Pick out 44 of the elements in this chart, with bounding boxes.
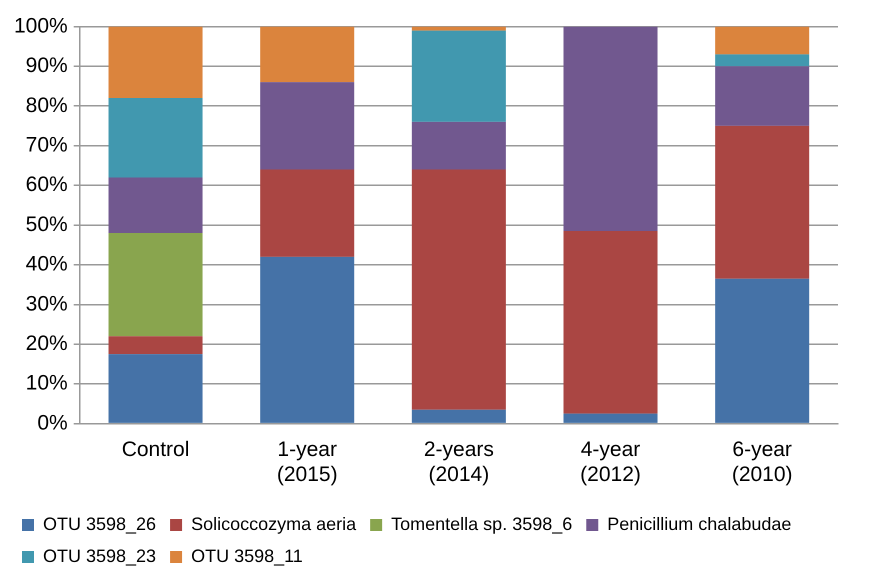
legend-label: Tomentella sp. 3598_6 — [391, 514, 572, 534]
bar — [108, 98, 203, 178]
legend-label: OTU 3598_11 — [191, 546, 303, 566]
bar — [108, 177, 203, 234]
legend-label: OTU 3598_23 — [43, 546, 156, 566]
bar — [108, 233, 203, 336]
bar — [715, 126, 810, 279]
bar — [412, 122, 506, 170]
y-tick-label: 0% — [37, 411, 68, 434]
x-tick-label: Control — [122, 438, 190, 461]
bar — [715, 54, 810, 66]
bar — [260, 256, 354, 423]
y-tick-label: 10% — [26, 372, 68, 395]
legend-label: OTU 3598_26 — [43, 514, 156, 534]
y-tick-label: 40% — [26, 252, 68, 276]
legend-label: Penicillium chalabudae — [607, 514, 792, 534]
bar — [260, 170, 354, 257]
y-tick-label: 100% — [14, 14, 68, 38]
bar — [564, 231, 658, 414]
bar — [715, 66, 810, 126]
x-tick-label: 6-year (2010) — [732, 438, 793, 486]
bar — [108, 26, 203, 98]
x-tick-label: 1-year (2015) — [276, 438, 338, 486]
bar — [412, 410, 506, 423]
bar — [564, 26, 658, 232]
bar — [260, 82, 354, 170]
bar — [564, 414, 658, 423]
bar — [108, 354, 203, 423]
y-tick-label: 80% — [26, 94, 68, 117]
bar — [412, 30, 506, 122]
y-tick-label: 30% — [26, 292, 68, 316]
bar — [715, 278, 810, 423]
bar — [715, 26, 810, 54]
bar — [108, 336, 203, 354]
y-tick-label: 20% — [26, 332, 68, 355]
bar — [260, 26, 354, 82]
y-tick-label: 50% — [26, 212, 68, 236]
y-tick-label: 60% — [26, 173, 68, 196]
y-tick-label: 70% — [26, 133, 68, 156]
bar — [412, 170, 506, 410]
x-tick-label: 4-year (2012) — [580, 438, 641, 486]
y-tick-label: 90% — [26, 54, 68, 78]
x-tick-label: 2-years (2014) — [424, 438, 494, 486]
legend-label: Solicoccozyma aeria — [191, 514, 358, 534]
